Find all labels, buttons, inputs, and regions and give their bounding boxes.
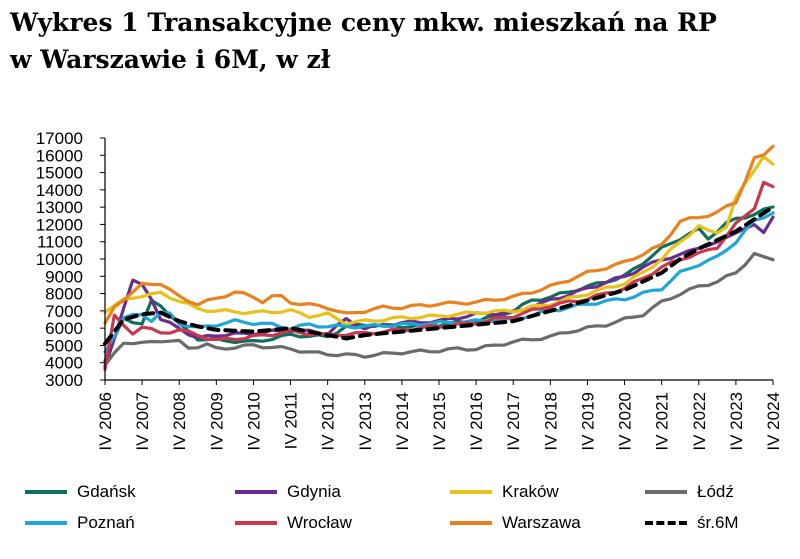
y-tick-label: 13000 [36, 198, 83, 217]
x-tick-label: IV 2024 [764, 392, 783, 451]
legend-label: Gdynia [287, 482, 341, 501]
x-tick-label: IV 2019 [578, 392, 597, 451]
x-tick-label: IV 2022 [690, 392, 709, 451]
y-tick-label: 9000 [45, 267, 83, 286]
x-tick-label: IV 2015 [430, 392, 449, 451]
legend-swatch [645, 490, 687, 494]
y-tick-label: 12000 [36, 215, 83, 234]
x-tick-label: IV 2007 [133, 392, 152, 451]
y-tick-label: 11000 [37, 233, 83, 252]
legend-item: Kraków [450, 482, 559, 502]
legend-item: Warszawa [450, 513, 581, 533]
legend-swatch [25, 490, 67, 494]
chart-title-line-1: Wykres 1 Transakcyjne ceny mkw. mieszkań… [10, 8, 717, 37]
x-tick-label: IV 2011 [282, 392, 301, 449]
legend-swatch [645, 521, 687, 525]
y-tick-label: 7000 [45, 302, 83, 321]
x-tick-label: IV 2009 [207, 392, 226, 451]
legend-item: śr.6M [645, 513, 739, 533]
y-tick-label: 8000 [45, 285, 83, 304]
x-tick-label: IV 2014 [393, 392, 412, 451]
x-tick-label: IV 2018 [541, 392, 560, 451]
legend-label: śr.6M [697, 513, 739, 532]
legend-label: Kraków [502, 482, 559, 501]
legend-item: Wrocław [235, 513, 352, 533]
y-tick-label: 14000 [36, 181, 83, 200]
x-tick-label: IV 2013 [356, 392, 375, 451]
y-tick-label: 5000 [45, 336, 83, 355]
x-tick-label: IV 2023 [727, 392, 746, 451]
legend-label: Poznań [77, 513, 135, 532]
series-line-2 [103, 155, 775, 327]
legend-item: Łódź [645, 482, 734, 502]
legend-swatch [235, 490, 277, 494]
series-line-3 [103, 251, 775, 367]
y-tick-label: 3000 [45, 371, 83, 390]
y-tick-label: 6000 [45, 319, 83, 338]
legend-item: Gdańsk [25, 482, 136, 502]
x-tick-label: IV 2021 [653, 392, 672, 451]
y-tick-label: 10000 [36, 250, 83, 269]
series-line-7 [103, 205, 775, 346]
line-chart: 3000400050006000700080009000100001100012… [36, 129, 783, 451]
legend-label: Warszawa [502, 513, 581, 532]
series-line-6 [103, 144, 775, 325]
legend-item: Gdynia [235, 482, 341, 502]
x-tick-label: IV 2012 [319, 392, 338, 451]
legend-label: Gdańsk [77, 482, 136, 501]
legend-label: Wrocław [287, 513, 352, 532]
y-tick-label: 17000 [36, 129, 83, 148]
legend-item: Poznań [25, 513, 135, 533]
chart-title-line-2: w Warszawie i 6M, w zł [10, 45, 331, 74]
chart-title: Wykres 1 Transakcyjne ceny mkw. mieszkań… [10, 4, 790, 78]
legend-swatch [25, 521, 67, 525]
legend-swatch [450, 521, 492, 525]
x-tick-label: IV 2008 [170, 392, 189, 451]
legend-label: Łódź [697, 482, 734, 501]
y-tick-label: 4000 [45, 354, 83, 373]
x-tick-label: IV 2016 [467, 392, 486, 451]
y-tick-label: 16000 [36, 146, 83, 165]
series-line-4 [103, 211, 775, 354]
y-tick-label: 15000 [36, 164, 83, 183]
x-tick-label: IV 2006 [96, 392, 115, 451]
x-tick-label: IV 2020 [616, 392, 635, 451]
legend-swatch [450, 490, 492, 494]
legend-swatch [235, 521, 277, 525]
x-tick-label: IV 2017 [504, 392, 523, 451]
x-tick-label: IV 2010 [244, 392, 263, 451]
